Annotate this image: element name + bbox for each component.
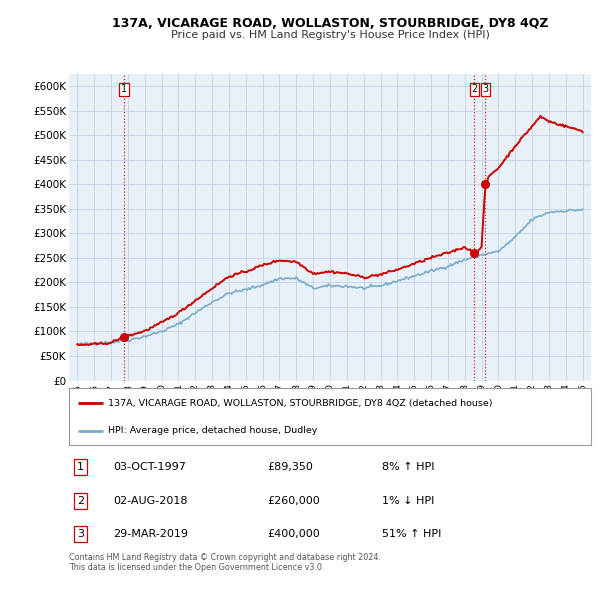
Text: £260,000: £260,000 bbox=[268, 496, 320, 506]
Text: 1: 1 bbox=[77, 462, 84, 472]
Text: 51% ↑ HPI: 51% ↑ HPI bbox=[382, 529, 442, 539]
Text: 3: 3 bbox=[482, 84, 488, 94]
Text: 1: 1 bbox=[121, 84, 127, 94]
Text: 2: 2 bbox=[77, 496, 84, 506]
Text: 02-AUG-2018: 02-AUG-2018 bbox=[113, 496, 188, 506]
Text: 3: 3 bbox=[77, 529, 84, 539]
Text: 8% ↑ HPI: 8% ↑ HPI bbox=[382, 462, 434, 472]
Text: Contains HM Land Registry data © Crown copyright and database right 2024.: Contains HM Land Registry data © Crown c… bbox=[69, 553, 381, 562]
Text: £400,000: £400,000 bbox=[268, 529, 320, 539]
Text: 137A, VICARAGE ROAD, WOLLASTON, STOURBRIDGE, DY8 4QZ (detached house): 137A, VICARAGE ROAD, WOLLASTON, STOURBRI… bbox=[108, 399, 493, 408]
Text: This data is licensed under the Open Government Licence v3.0.: This data is licensed under the Open Gov… bbox=[69, 563, 325, 572]
Text: 2: 2 bbox=[472, 84, 478, 94]
Text: 137A, VICARAGE ROAD, WOLLASTON, STOURBRIDGE, DY8 4QZ: 137A, VICARAGE ROAD, WOLLASTON, STOURBRI… bbox=[112, 17, 548, 30]
Text: 1% ↓ HPI: 1% ↓ HPI bbox=[382, 496, 434, 506]
Text: 03-OCT-1997: 03-OCT-1997 bbox=[113, 462, 186, 472]
Text: £89,350: £89,350 bbox=[268, 462, 313, 472]
Text: HPI: Average price, detached house, Dudley: HPI: Average price, detached house, Dudl… bbox=[108, 427, 317, 435]
Text: 29-MAR-2019: 29-MAR-2019 bbox=[113, 529, 188, 539]
Text: Price paid vs. HM Land Registry's House Price Index (HPI): Price paid vs. HM Land Registry's House … bbox=[170, 30, 490, 40]
